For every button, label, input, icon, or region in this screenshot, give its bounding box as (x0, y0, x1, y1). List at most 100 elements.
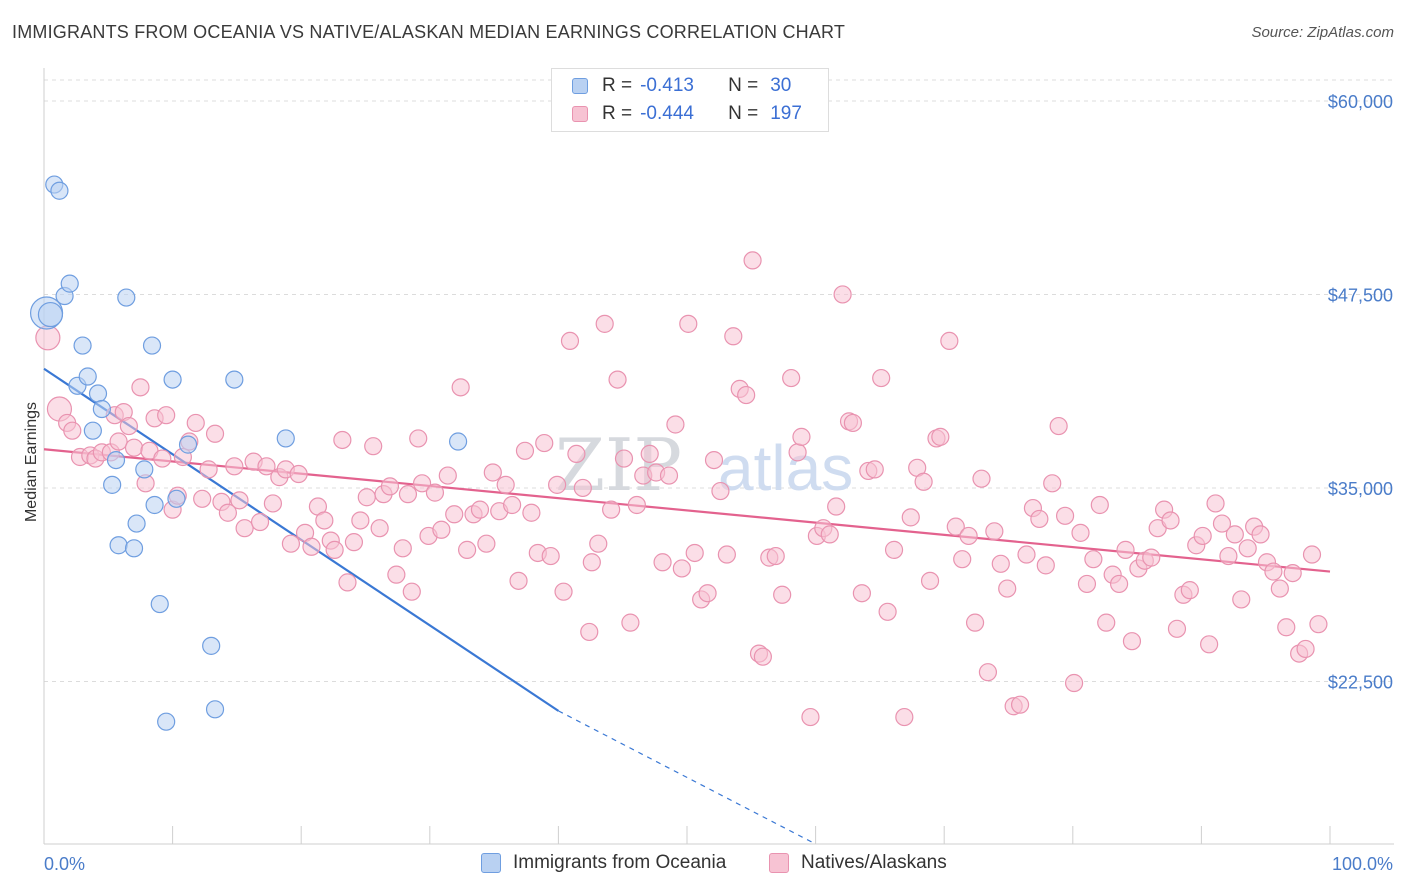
natives-point (333, 430, 352, 450)
natives-point (801, 707, 820, 727)
legend-r-value: -0.413 (640, 75, 694, 96)
natives-point (1193, 526, 1212, 546)
natives-point (535, 433, 554, 453)
natives-point (503, 495, 522, 515)
natives-point (852, 584, 871, 603)
natives-point (595, 314, 614, 333)
oceania-point (205, 700, 225, 719)
natives-point (289, 464, 308, 484)
natives-point (580, 622, 599, 642)
oceania-point (88, 384, 108, 403)
natives-point (1238, 539, 1257, 558)
natives-point (257, 457, 276, 476)
natives-point (788, 443, 807, 462)
natives-point (872, 368, 891, 388)
natives-point (541, 546, 560, 566)
natives-point (1251, 525, 1270, 544)
natives-point (711, 481, 730, 501)
natives-point (582, 553, 601, 572)
y-tick-labels: $22,500 $35,000 $47,500 $60,000 (1328, 92, 1393, 693)
natives-point (724, 327, 743, 346)
natives-point (451, 378, 470, 397)
oceania-point (109, 536, 128, 555)
natives-point (109, 432, 128, 451)
natives-point (438, 466, 457, 485)
oceania-point (178, 435, 198, 454)
oceania-point (124, 539, 144, 558)
watermark-atlas: atlas (718, 432, 853, 504)
natives-point (560, 331, 580, 350)
oceania-point (106, 450, 126, 470)
natives-point (263, 494, 283, 513)
legend-r-label: R = (602, 103, 633, 124)
natives-point (402, 582, 421, 601)
natives-point (1122, 632, 1142, 651)
natives-point (920, 571, 940, 590)
natives-point (884, 540, 904, 559)
legend-n-value: 30 (770, 75, 792, 96)
natives-point (1043, 474, 1062, 493)
natives-point (1232, 590, 1251, 609)
natives-point (1200, 635, 1219, 654)
natives-point (119, 416, 138, 436)
natives-point (1010, 695, 1030, 714)
legend-n-value: 197 (770, 103, 802, 124)
natives-point (704, 450, 724, 470)
natives-point (931, 427, 950, 446)
natives-point (186, 413, 205, 433)
natives-point (1142, 548, 1161, 567)
bottom-legend-natives[interactable]: Natives/Alaskans (769, 852, 947, 874)
oceania-point (276, 429, 295, 448)
natives-point (978, 663, 998, 682)
natives-point (614, 449, 634, 468)
natives-point (477, 534, 496, 553)
chart-title: IMMIGRANTS FROM OCEANIA VS NATIVE/ALASKA… (12, 22, 846, 42)
oceania-point (60, 274, 79, 293)
natives-point (679, 314, 698, 333)
bottom-legend-oceania[interactable]: Immigrants from Oceania (481, 852, 726, 874)
natives-point (457, 540, 477, 559)
legend-r-value: -0.444 (640, 103, 694, 124)
natives-point (370, 519, 389, 538)
y-tick-label: $35,000 (1328, 479, 1393, 499)
y-tick-label: $47,500 (1328, 285, 1393, 305)
natives-point (901, 508, 920, 527)
natives-point (205, 424, 225, 443)
oceania-point (145, 495, 164, 515)
natives-point (364, 437, 383, 456)
oceania-point (150, 594, 169, 614)
source-credit: Source: ZipAtlas.com (1251, 24, 1394, 41)
natives-point (338, 573, 357, 592)
natives-point (627, 495, 646, 515)
stats-legend: R = -0.413 N = 30 R = -0.444 N = 197 (551, 68, 829, 132)
natives-point (717, 545, 736, 564)
natives-point (344, 533, 364, 552)
natives-point (965, 613, 985, 632)
oceania-point (142, 336, 162, 355)
natives-point (940, 331, 959, 350)
natives-point (773, 585, 792, 604)
natives-point (515, 441, 535, 460)
oceania-point (202, 636, 221, 655)
natives-point (1180, 581, 1199, 600)
natives-point (1225, 525, 1244, 544)
legend-n-label: N = (728, 103, 759, 124)
natives-point (743, 251, 762, 270)
natives-point (985, 522, 1004, 541)
natives-point (998, 579, 1017, 598)
natives-point (991, 554, 1010, 573)
natives-point (878, 602, 897, 621)
natives-point (131, 378, 150, 397)
natives-point (250, 512, 270, 532)
natives-point (281, 534, 301, 553)
natives-point (522, 503, 541, 522)
natives-point (218, 503, 237, 522)
natives-point (1049, 416, 1068, 436)
natives-point (445, 505, 464, 524)
natives-point (1084, 550, 1103, 569)
natives-point (357, 488, 376, 507)
natives-point (325, 540, 344, 559)
oceania-point (163, 370, 182, 389)
natives-point (483, 463, 502, 482)
